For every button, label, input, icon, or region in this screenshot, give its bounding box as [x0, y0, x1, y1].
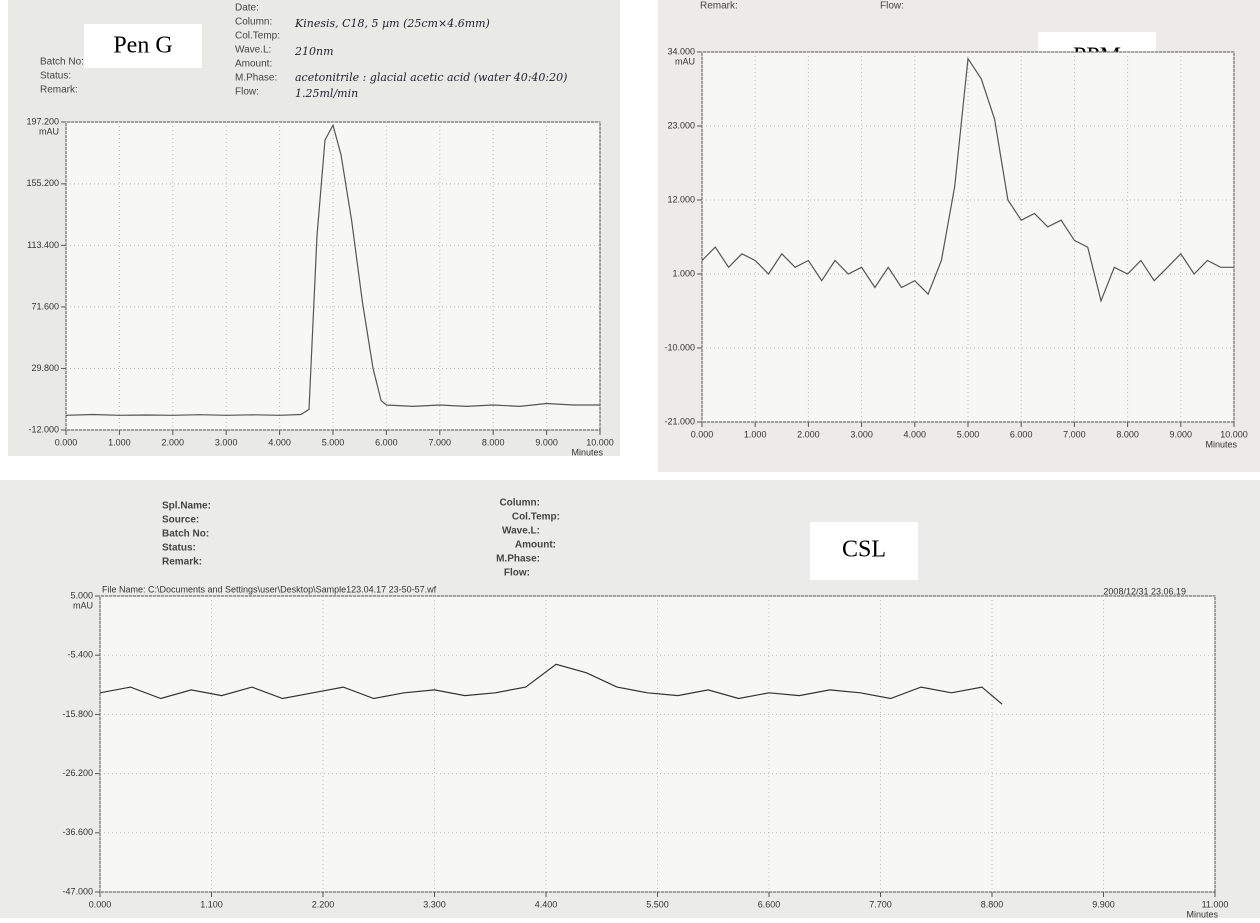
y-tick-label: -12.000	[28, 424, 59, 434]
label-box	[84, 24, 202, 68]
x-tick-label: 7.000	[1063, 429, 1086, 439]
x-tick-label: 5.500	[646, 899, 669, 909]
y-tick-label: 113.400	[27, 240, 59, 250]
header: Wave.L:	[235, 45, 271, 56]
header: Flow:	[880, 1, 904, 12]
header: Wave.L:	[502, 526, 540, 537]
header: M.Phase:	[496, 554, 540, 565]
y-tick-label: -10.000	[664, 342, 695, 352]
y-tick-label: 29.800	[31, 363, 59, 373]
x-tick-label: 1.000	[108, 437, 131, 447]
trace-line	[99, 663, 1003, 705]
y-tick-label: -26.200	[62, 768, 93, 778]
x-tick-label: 5.000	[322, 437, 345, 447]
x-tick-label: 0.000	[691, 429, 714, 439]
x-tick-label: 2.200	[312, 899, 335, 909]
handwritten-note: Kinesis, C18, 5 µm (25cm×4.6mm)	[294, 17, 490, 30]
x-tick-label: 9.000	[1170, 429, 1193, 439]
y-tick-label: -47.000	[62, 886, 93, 896]
y-tick-label: 23.000	[667, 120, 695, 130]
x-tick-label: 3.000	[850, 429, 873, 439]
header: Col.Temp:	[512, 512, 560, 523]
y-tick-label: 12.000	[667, 194, 695, 204]
y-tick-label: 5.000	[70, 590, 93, 600]
y-tick-label: 1.000	[672, 268, 695, 278]
handwritten-note: 210nm	[294, 45, 334, 58]
header: Source:	[162, 515, 199, 526]
header: Remark:	[162, 557, 202, 568]
y-unit: mAU	[39, 126, 59, 136]
x-unit: Minutes	[571, 447, 603, 457]
header: Status:	[40, 71, 71, 82]
handwritten-note: acetonitrile : glacial acetic acid (wate…	[295, 71, 567, 84]
panel-label: Pen G	[113, 33, 172, 59]
x-tick-label: 8.000	[1116, 429, 1139, 439]
handwritten-note: 1.25ml/min	[295, 87, 358, 100]
x-tick-label: 4.000	[268, 437, 291, 447]
y-tick-label: 71.600	[31, 301, 59, 311]
y-tick-label: -15.800	[62, 709, 93, 719]
x-tick-label: 2.000	[797, 429, 820, 439]
x-tick-label: 7.700	[869, 899, 892, 909]
y-tick-label: 155.200	[26, 178, 59, 188]
header: Column:	[499, 498, 540, 509]
x-tick-label: 8.000	[482, 437, 505, 447]
header: Batch No:	[162, 529, 209, 540]
header: M.Phase:	[235, 73, 277, 84]
x-tick-label: 0.000	[89, 899, 112, 909]
x-tick-label: 8.800	[981, 899, 1004, 909]
y-tick-label: 34.000	[667, 46, 695, 56]
header: Batch No:	[40, 57, 84, 68]
label-box	[810, 522, 918, 580]
file-name: File Name: C:\Documents and Settings\use…	[102, 584, 437, 594]
x-unit: Minutes	[1205, 439, 1237, 449]
header: Col.Temp:	[235, 31, 280, 42]
header: Amount:	[515, 540, 556, 551]
x-tick-label: 6.600	[758, 899, 781, 909]
header: Remark:	[700, 1, 738, 12]
x-tick-label: 6.000	[375, 437, 398, 447]
y-tick-label: -5.400	[67, 650, 93, 660]
header: Flow:	[235, 87, 259, 98]
trace-line	[65, 123, 600, 416]
x-tick-label: 9.000	[535, 437, 558, 447]
x-tick-label: 3.300	[423, 899, 446, 909]
header: Remark:	[40, 85, 78, 96]
x-tick-label: 10.000	[586, 437, 614, 447]
x-unit: Minutes	[1186, 909, 1218, 918]
y-tick-label: -21.000	[664, 416, 695, 426]
panel-label: CSL	[842, 537, 886, 563]
x-tick-label: 4.000	[904, 429, 927, 439]
header: Status:	[162, 543, 196, 554]
x-tick-label: 4.400	[535, 899, 558, 909]
header: Spl.Name:	[162, 501, 211, 512]
x-tick-label: 3.000	[215, 437, 238, 447]
x-tick-label: 10.000	[1220, 429, 1248, 439]
header: Date:	[235, 3, 259, 14]
x-tick-label: 1.100	[200, 899, 223, 909]
x-tick-label: 2.000	[162, 437, 185, 447]
trace-line	[701, 56, 1234, 303]
header: Flow:	[504, 568, 530, 579]
x-tick-label: 11.000	[1202, 899, 1229, 909]
x-tick-label: 1.000	[744, 429, 767, 439]
x-tick-label: 0.000	[55, 437, 78, 447]
y-tick-label: -36.600	[62, 827, 93, 837]
x-tick-label: 6.000	[1010, 429, 1033, 439]
x-tick-label: 9.900	[1092, 899, 1115, 909]
x-tick-label: 7.000	[429, 437, 452, 447]
plot-area	[65, 121, 601, 431]
print-date: 2008/12/31 23.06.19	[1103, 586, 1186, 596]
header: Amount:	[235, 59, 272, 70]
y-unit: mAU	[675, 56, 695, 66]
y-unit: mAU	[73, 600, 93, 610]
header: Column:	[235, 17, 272, 28]
x-tick-label: 5.000	[957, 429, 980, 439]
y-tick-label: 197.200	[26, 116, 59, 126]
